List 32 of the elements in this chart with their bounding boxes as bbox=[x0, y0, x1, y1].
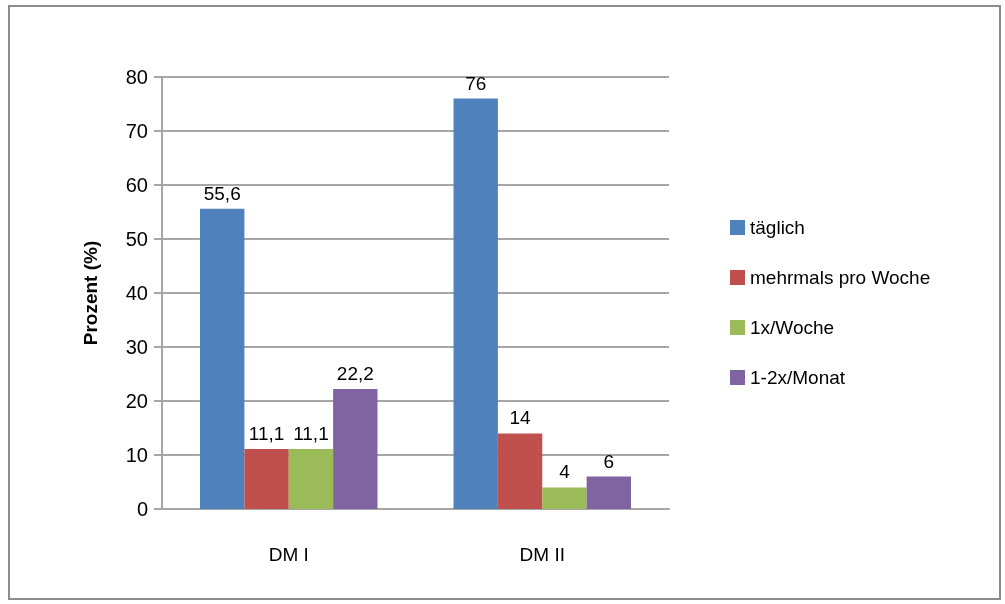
bar bbox=[586, 476, 631, 509]
data-label: 11,1 bbox=[248, 423, 285, 445]
y-tick-label: 30 bbox=[125, 336, 148, 358]
y-tick-label: 10 bbox=[125, 444, 148, 466]
data-label: 6 bbox=[603, 450, 615, 472]
y-tick-label: 60 bbox=[125, 174, 148, 196]
legend-label: mehrmals pro Woche bbox=[750, 267, 931, 288]
data-label: 22,2 bbox=[336, 363, 374, 385]
bar bbox=[542, 487, 587, 509]
x-tick-label: DM I bbox=[268, 544, 309, 565]
bar bbox=[288, 449, 334, 509]
y-tick-label: 70 bbox=[125, 120, 148, 142]
data-label: 55,6 bbox=[203, 182, 241, 204]
data-label: 76 bbox=[465, 72, 487, 94]
y-tick-label: 50 bbox=[125, 228, 148, 250]
y-axis-title: Prozent (%) bbox=[80, 240, 101, 346]
bar bbox=[497, 433, 543, 509]
bar bbox=[244, 449, 289, 509]
data-label: 4 bbox=[559, 461, 571, 483]
legend-label: 1x/Woche bbox=[750, 317, 835, 338]
x-tick-label: DM II bbox=[519, 544, 565, 565]
y-tick-label: 80 bbox=[125, 66, 148, 88]
data-label: 11,1 bbox=[293, 423, 329, 445]
bar bbox=[200, 208, 245, 509]
y-tick-label: 40 bbox=[125, 282, 148, 304]
legend-label: 1-2x/Monat bbox=[750, 367, 846, 388]
legend-label: täglich bbox=[750, 217, 805, 238]
bar bbox=[333, 389, 378, 509]
y-tick-label: 0 bbox=[136, 498, 148, 520]
data-label: 14 bbox=[509, 407, 532, 429]
y-tick-label: 20 bbox=[125, 390, 148, 412]
bar bbox=[453, 98, 498, 509]
